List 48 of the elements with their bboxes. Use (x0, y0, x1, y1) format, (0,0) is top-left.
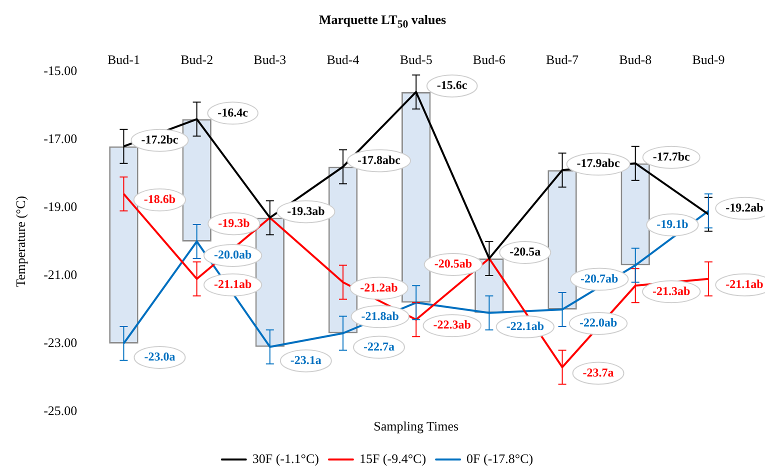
y-tick-label: -21.00 (44, 266, 78, 282)
data-label: -17.2bc (141, 132, 179, 146)
data-label: -15.6c (436, 78, 468, 92)
chart-title: Marquette LT$_{50}$ values (318, 11, 448, 33)
data-label: -20.7ab (580, 271, 619, 286)
data-label: -17.7bc (652, 149, 691, 164)
y-tick-label: -19.00 (44, 198, 78, 214)
y-tick-label: -23.00 (44, 334, 78, 350)
x-tick-label: Bud-3 (254, 52, 286, 68)
x-tick-label: Bud-4 (326, 52, 360, 68)
y-tick-label: -15.00 (44, 63, 78, 78)
legend-label: 0F (-17.8°C) (466, 450, 534, 466)
data-label: -17.9abc (576, 156, 620, 170)
data-label: -20.5a (510, 244, 541, 259)
x-tick-label: Bud-8 (619, 52, 652, 68)
x-tick-label: Bud-7 (546, 52, 580, 68)
data-label: -23.7a (582, 365, 614, 380)
x-axis-title: Sampling Times (374, 418, 459, 434)
legend-label: 30F (-1.1°C) (252, 450, 319, 466)
data-label: -21.1ab (214, 276, 252, 291)
x-tick-label: Bud-9 (692, 52, 725, 68)
y-axis-title: Temperature (°C) (13, 196, 28, 288)
data-label: -23.0a (144, 350, 176, 364)
data-label: -22.1ab (506, 318, 544, 333)
y-tick-label: -25.00 (44, 402, 78, 418)
data-label: -22.0ab (579, 316, 618, 330)
data-label: -19.3b (218, 216, 250, 230)
data-label: -22.3ab (433, 318, 472, 332)
data-label: -21.8ab (361, 308, 400, 323)
data-label: -20.0ab (214, 248, 252, 262)
data-label: -16.4c (218, 105, 249, 120)
data-label: -19.3ab (287, 204, 326, 218)
data-label: -19.1b (656, 217, 689, 232)
data-label: -21.2ab (360, 280, 398, 294)
y-tick-label: -17.00 (44, 130, 78, 146)
x-tick-label: Bud-6 (472, 52, 506, 68)
x-tick-label: Bud-1 (107, 52, 140, 68)
data-label: -19.2ab (726, 200, 764, 214)
data-label: -21.3ab (652, 284, 691, 298)
legend-label: 15F (-9.4°C) (359, 450, 426, 466)
x-tick-label: Bud-5 (400, 52, 432, 68)
data-label: -23.1a (290, 352, 322, 367)
x-tick-label: Bud-2 (180, 52, 214, 68)
data-label: -22.7a (364, 339, 394, 354)
data-label: -20.5ab (434, 256, 472, 271)
data-label: -17.8abc (358, 152, 402, 167)
data-label: -21.1ab (726, 276, 764, 291)
data-label: -18.6b (144, 192, 176, 206)
